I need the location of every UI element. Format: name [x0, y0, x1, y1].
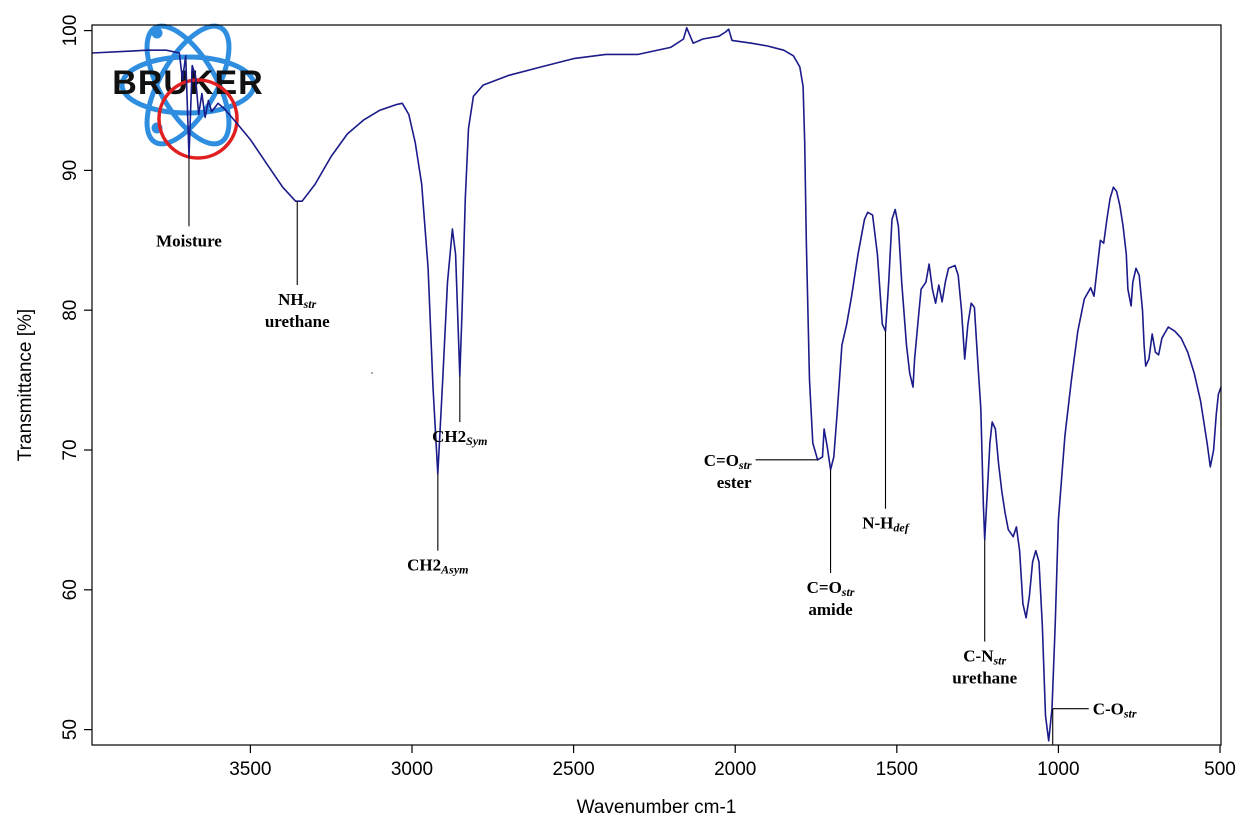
annotation-label: amide [808, 600, 853, 619]
x-tick-label: 500 [1204, 759, 1236, 780]
annotation-label: ester [717, 473, 752, 492]
annotation-label: urethane [265, 312, 330, 331]
x-tick-label: 3500 [229, 759, 271, 780]
annotation-label: C-Ostr [1093, 700, 1137, 721]
annotation-label: N-Hdef [862, 514, 909, 535]
logo-electron [151, 27, 163, 39]
x-tick-label: 1500 [876, 759, 918, 780]
y-axis-title: Transmittance [%] [15, 309, 36, 461]
y-tick-label: 80 [60, 300, 81, 321]
annotation-label: CH2Sym [432, 427, 487, 448]
plot-frame [91, 24, 1222, 746]
x-tick-label: 2000 [714, 759, 756, 780]
annotation-label: C=Ostr [807, 578, 855, 599]
y-axis: 50 60 70 80 90 100 [60, 15, 92, 740]
logo-orbit [144, 23, 232, 147]
y-tick-label: 60 [60, 579, 81, 600]
stray-mark [371, 372, 373, 374]
y-tick-label: 90 [60, 160, 81, 181]
x-axis-title: Wavenumber cm-1 [577, 797, 737, 818]
x-tick-label: 3000 [391, 759, 433, 780]
logo-ring [157, 78, 239, 160]
annotation-label: NHstr [278, 290, 317, 311]
spectrum-line [91, 27, 1222, 742]
x-tick-label: 1000 [1037, 759, 1079, 780]
annotation-label: CH2Asym [407, 556, 468, 577]
annotation-label: C-Nstr [963, 647, 1006, 668]
y-tick-label: 100 [60, 15, 81, 47]
peak-annotations: MoistureNHstrurethaneCH2SymCH2AsymC=Ostr… [156, 156, 1137, 745]
plot-area [91, 27, 1222, 742]
x-axis: 3500 3000 2500 2000 1500 1000 500 [229, 745, 1236, 780]
y-tick-label: 50 [60, 719, 81, 740]
annotation-label: urethane [952, 669, 1017, 688]
y-tick-label: 70 [60, 439, 81, 460]
x-tick-label: 2500 [552, 759, 594, 780]
annotation-label: Moisture [156, 231, 222, 250]
annotation-label: C=Ostr [704, 451, 752, 472]
